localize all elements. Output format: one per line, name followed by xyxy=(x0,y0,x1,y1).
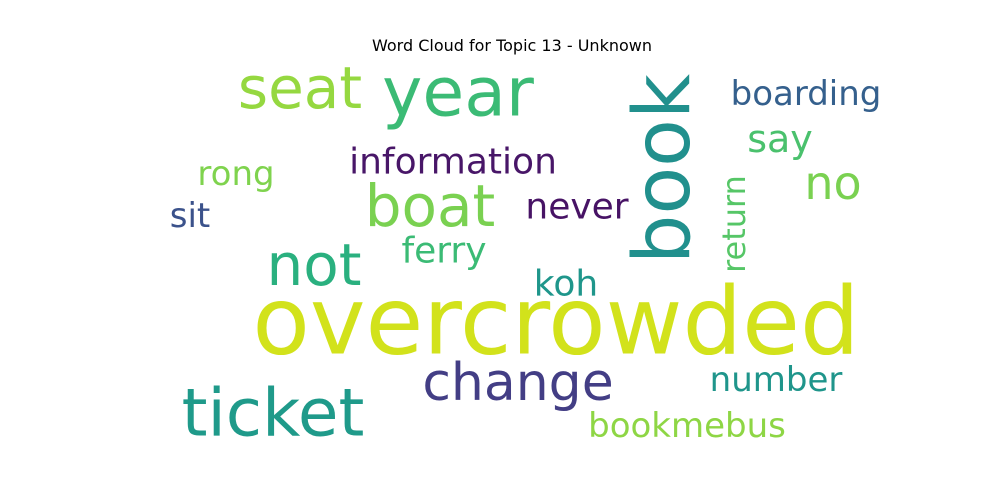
word-return: return xyxy=(715,175,753,273)
word-ferry: ferry xyxy=(401,231,486,272)
word-overcrowded: overcrowded xyxy=(252,268,859,377)
word-book: book xyxy=(618,74,708,264)
word-number: number xyxy=(710,360,843,400)
word-change: change xyxy=(422,353,613,413)
word-say: say xyxy=(747,117,813,161)
word-boat: boat xyxy=(365,172,496,240)
word-not: not xyxy=(267,231,362,299)
word-never: never xyxy=(525,187,628,228)
chart-title: Word Cloud for Topic 13 - Unknown xyxy=(372,36,652,55)
word-no: no xyxy=(804,156,861,210)
word-ticket: ticket xyxy=(182,375,365,452)
word-bookmebus: bookmebus xyxy=(588,406,786,446)
word-seat: seat xyxy=(238,54,362,122)
word-information: information xyxy=(349,142,557,183)
word-koh: koh xyxy=(534,264,598,305)
word-rong: rong xyxy=(197,154,274,194)
word-sit: sit xyxy=(170,196,211,236)
word-boarding: boarding xyxy=(731,74,882,114)
word-year: year xyxy=(382,54,534,133)
